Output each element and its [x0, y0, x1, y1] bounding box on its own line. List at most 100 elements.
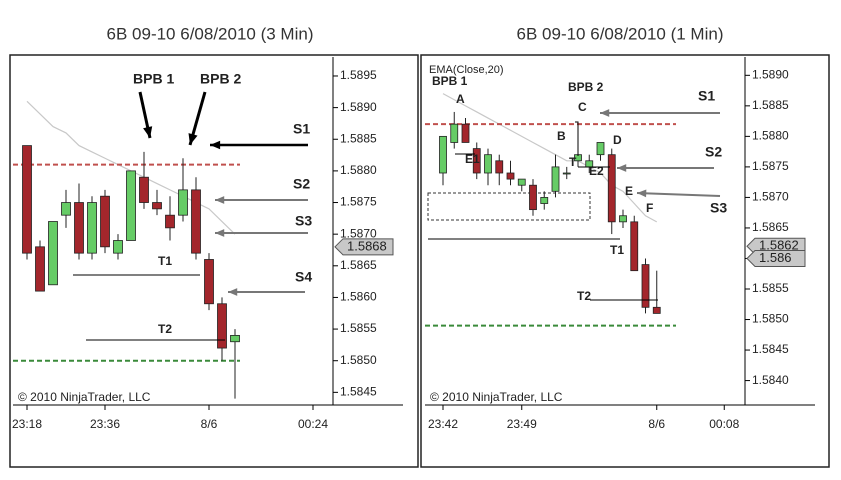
annotation: D: [613, 133, 622, 147]
price-marker: [746, 249, 806, 267]
annotation: BPB 2: [568, 80, 604, 94]
candle-body: [217, 303, 227, 349]
annotation: T2: [158, 322, 172, 336]
candle-body: [87, 202, 97, 254]
y-tick-label: 1.5870: [340, 226, 377, 240]
candle-body: [450, 123, 459, 143]
candle-body: [22, 145, 32, 254]
annotation: T1: [158, 254, 172, 268]
y-tick-label: 1.5845: [752, 342, 789, 356]
candle-body: [48, 221, 58, 286]
overlay-line: [442, 93, 658, 223]
candle-body: [506, 172, 515, 180]
y-tick-label: 1.5855: [752, 281, 789, 295]
candle-body: [540, 197, 549, 204]
annotation: S1: [293, 121, 310, 137]
arrow-head: [617, 164, 627, 172]
candle-body: [596, 142, 605, 156]
candle-body: [74, 202, 84, 254]
arrow-head: [215, 196, 225, 204]
arrow-head: [228, 288, 238, 296]
y-tick-label: 1.5855: [340, 321, 377, 335]
candle-body: [139, 176, 149, 203]
price-marker-label: 1.5868: [347, 238, 387, 253]
annotation: A: [456, 92, 465, 106]
bracket: [575, 121, 579, 156]
annotation: BPB 2: [200, 71, 241, 87]
y-tick-label: 1.5870: [752, 190, 789, 204]
arrow-head: [188, 133, 198, 145]
chart-title: 6B 09-10 6/08/2010 (3 Min): [107, 24, 314, 43]
overlay-label: EMA(Close,20): [429, 64, 504, 76]
candle-body: [126, 170, 136, 241]
candle-body: [495, 160, 504, 174]
candle-body: [652, 306, 661, 314]
annotation: S3: [710, 200, 727, 216]
annotation: S3: [295, 213, 312, 229]
y-tick-label: 1.5885: [340, 131, 377, 145]
x-tick-label: 23:36: [90, 417, 120, 431]
annotation: C: [578, 100, 587, 114]
candle-body: [607, 154, 616, 223]
price-marker-label: 1.586: [759, 250, 792, 265]
y-tick-label: 1.5850: [340, 353, 377, 367]
arrow-head: [215, 229, 225, 237]
x-tick-label: 23:42: [428, 417, 458, 431]
candle-body: [61, 202, 71, 216]
y-tick-label: 1.5840: [752, 373, 789, 387]
y-tick-label: 1.5885: [752, 98, 789, 112]
candle-body: [461, 123, 470, 143]
price-marker-label: 1.5862: [759, 238, 799, 253]
y-tick-label: 1.5850: [752, 312, 789, 326]
price-marker: [334, 238, 394, 256]
y-tick-label: 1.5890: [340, 100, 377, 114]
arrow-head: [143, 126, 153, 138]
annotation: E2: [589, 164, 604, 178]
annotation: B: [557, 129, 566, 143]
candle-body: [562, 172, 571, 175]
arrow: [636, 192, 721, 197]
candle-body: [439, 135, 447, 174]
candle-body: [551, 166, 560, 192]
candle-body: [113, 240, 123, 254]
candle-body: [100, 195, 110, 248]
candle-body: [517, 178, 526, 186]
y-tick-label: 1.5895: [340, 68, 377, 82]
copyright: © 2010 NinjaTrader, LLC: [430, 390, 563, 404]
y-tick-label: 1.5880: [340, 163, 377, 177]
candle-body: [204, 259, 214, 305]
annotation: F: [646, 201, 653, 215]
arrow-head: [637, 189, 647, 198]
x-tick-label: 23:18: [12, 417, 42, 431]
range-box: [427, 192, 591, 221]
left-panel: [9, 54, 419, 468]
x-tick-label: 00:24: [298, 417, 328, 431]
arrow-head: [210, 140, 221, 150]
copyright: © 2010 NinjaTrader, LLC: [18, 390, 151, 404]
annotation: S2: [705, 144, 722, 160]
candle-body: [641, 264, 650, 308]
candle-body: [191, 189, 201, 254]
y-tick-label: 1.5875: [340, 195, 377, 209]
x-tick-label: 8/6: [201, 417, 218, 431]
annotation: T2: [577, 289, 591, 303]
annotation: E: [625, 184, 633, 198]
candle-body: [165, 214, 175, 229]
y-tick-label: 1.5875: [752, 159, 789, 173]
chart-title: 6B 09-10 6/08/2010 (1 Min): [517, 24, 724, 43]
annotation: E1: [465, 152, 480, 166]
y-tick-label: 1.5865: [340, 258, 377, 272]
candle-body: [178, 189, 188, 216]
x-tick-label: 00:08: [709, 417, 739, 431]
annotation: S4: [295, 269, 312, 285]
y-tick-label: 1.5860: [340, 290, 377, 304]
candle-body: [472, 148, 481, 174]
candle-body: [529, 184, 537, 211]
candle-body: [630, 221, 639, 272]
candle-body: [152, 202, 162, 210]
y-tick-label: 1.5880: [752, 129, 789, 143]
candle-body: [230, 334, 240, 343]
x-tick-label: 8/6: [648, 417, 665, 431]
